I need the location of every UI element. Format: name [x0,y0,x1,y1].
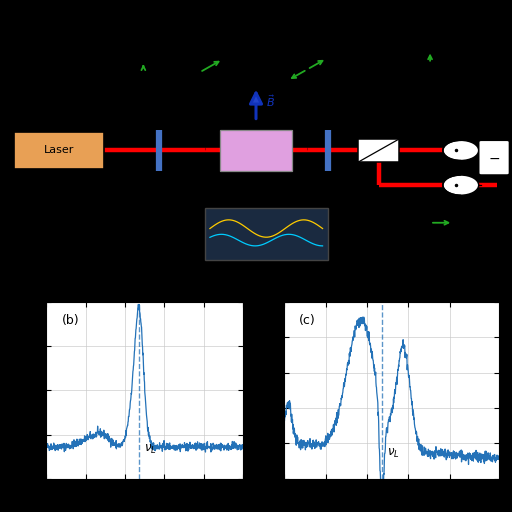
Circle shape [443,175,479,195]
X-axis label: Frequency (MHz): Frequency (MHz) [345,499,439,509]
Text: $z$: $z$ [67,175,74,184]
Text: $\vec{E}$: $\vec{E}$ [335,47,343,61]
Text: $y$: $y$ [160,66,167,76]
FancyBboxPatch shape [14,132,104,168]
Text: HWP: HWP [148,179,169,188]
Text: $-$: $-$ [488,151,500,165]
Text: (b): (b) [62,314,79,328]
Text: $P_{\mathrm{in}} = 3$ mW: $P_{\mathrm{in}} = 3$ mW [356,286,418,300]
Text: HWP: HWP [317,179,338,188]
Text: $\vec{B}$: $\vec{B}$ [266,93,275,109]
Circle shape [443,140,479,161]
Text: $y$: $y$ [174,75,181,87]
X-axis label: Frequency (MHz): Frequency (MHz) [98,499,191,509]
FancyBboxPatch shape [479,140,509,175]
Text: $\vec{E}$: $\vec{E}$ [456,41,463,55]
Text: $\vec{E}$: $\vec{E}$ [233,47,241,61]
Text: $\vec{E}$: $\vec{E}$ [166,51,174,65]
Text: $\times 10^{-17}$: $\times 10^{-17}$ [46,286,85,300]
Text: $x$: $x$ [115,50,123,59]
Text: $x$: $x$ [111,53,118,62]
Text: (a): (a) [10,12,28,25]
Text: $P_{\mathrm{in}} = 1$ mW: $P_{\mathrm{in}} = 1$ mW [123,286,185,300]
Y-axis label: PSD (W/Hz): PSD (W/Hz) [10,358,20,422]
Text: (c): (c) [299,314,316,328]
Text: $\vec{E}$: $\vec{E}$ [458,206,466,220]
Text: Laser: Laser [44,145,74,156]
Text: $\nu_L$: $\nu_L$ [387,447,399,460]
Text: PBS: PBS [370,115,388,124]
FancyBboxPatch shape [220,130,292,170]
FancyBboxPatch shape [358,139,399,162]
Text: $\nu_L$: $\nu_L$ [144,443,157,456]
Text: $\times 10^{-16}$: $\times 10^{-16}$ [284,286,323,300]
Text: $\theta$: $\theta$ [191,42,198,54]
Text: $x$: $x$ [32,205,40,216]
Text: ESA: ESA [258,269,275,278]
FancyBboxPatch shape [205,208,328,260]
FancyArrowPatch shape [268,158,492,215]
